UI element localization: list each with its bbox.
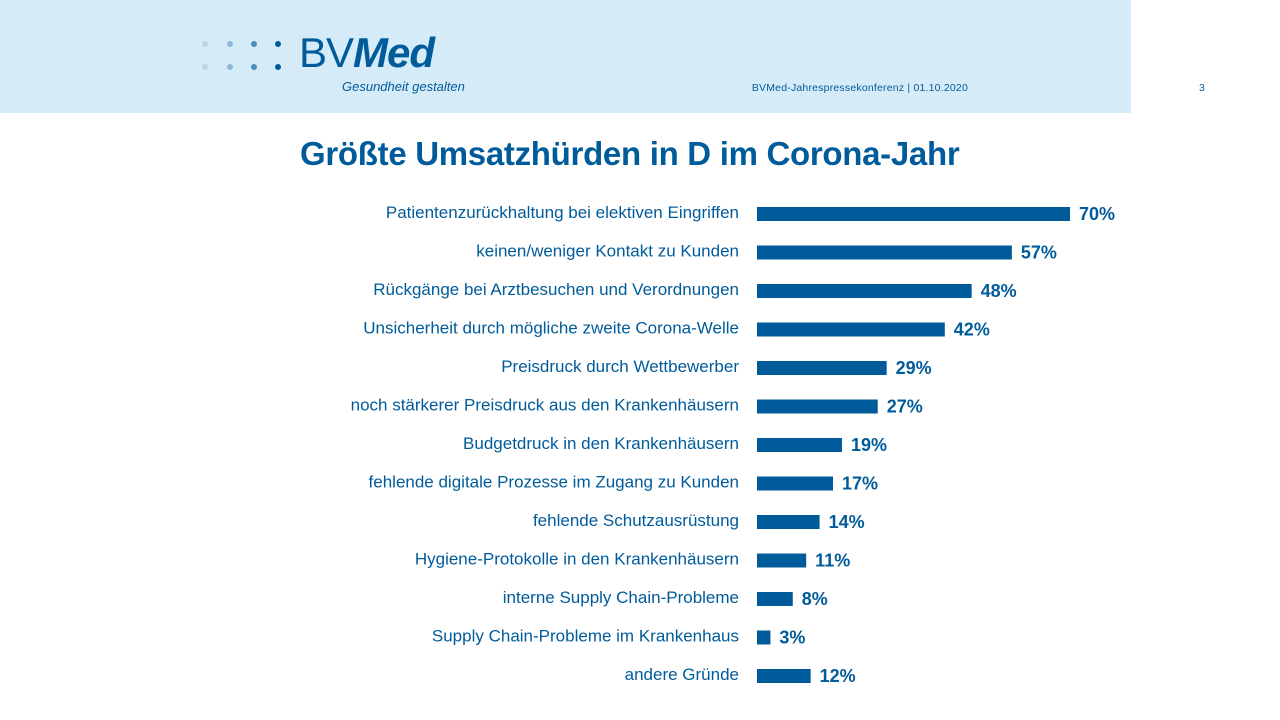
value-label: 29% bbox=[896, 358, 932, 378]
value-label: 19% bbox=[851, 435, 887, 455]
bar bbox=[757, 477, 833, 491]
value-label: 3% bbox=[779, 628, 805, 648]
value-label: 57% bbox=[1021, 243, 1057, 263]
value-label: 27% bbox=[887, 397, 923, 417]
value-label: 11% bbox=[815, 551, 850, 571]
value-label: 17% bbox=[842, 474, 878, 494]
category-label: Patientenzurückhaltung bei elektiven Ein… bbox=[386, 203, 739, 222]
category-label: Preisdruck durch Wettbewerber bbox=[501, 357, 739, 376]
bar bbox=[757, 669, 811, 683]
bar bbox=[757, 592, 793, 606]
value-label: 8% bbox=[802, 589, 828, 609]
bar bbox=[757, 284, 972, 298]
category-label: Unsicherheit durch mögliche zweite Coron… bbox=[363, 319, 739, 338]
bar bbox=[757, 361, 887, 375]
bar bbox=[757, 207, 1070, 221]
value-label: 42% bbox=[954, 320, 990, 340]
category-label: fehlende Schutzausrüstung bbox=[533, 511, 739, 530]
bar bbox=[757, 323, 945, 337]
bar-chart: Patientenzurückhaltung bei elektiven Ein… bbox=[0, 0, 1280, 720]
category-label: Hygiene-Protokolle in den Krankenhäusern bbox=[415, 550, 739, 569]
bar bbox=[757, 515, 820, 529]
bar bbox=[757, 400, 878, 414]
bar bbox=[757, 438, 842, 452]
value-label: 14% bbox=[829, 512, 865, 532]
category-label: andere Gründe bbox=[625, 665, 739, 684]
category-label: Budgetdruck in den Krankenhäusern bbox=[463, 434, 739, 453]
value-label: 70% bbox=[1079, 204, 1115, 224]
category-label: interne Supply Chain-Probleme bbox=[503, 588, 739, 607]
value-label: 12% bbox=[820, 666, 856, 686]
category-label: keinen/weniger Kontakt zu Kunden bbox=[476, 242, 739, 261]
bar bbox=[757, 246, 1012, 260]
category-label: noch stärkerer Preisdruck aus den Kranke… bbox=[351, 396, 739, 415]
category-label: Rückgänge bei Arztbesuchen und Verordnun… bbox=[373, 280, 739, 299]
category-label: Supply Chain-Probleme im Krankenhaus bbox=[432, 627, 739, 646]
category-label: fehlende digitale Prozesse im Zugang zu … bbox=[369, 473, 739, 492]
bar bbox=[757, 631, 770, 645]
value-label: 48% bbox=[981, 281, 1017, 301]
bar bbox=[757, 554, 806, 568]
